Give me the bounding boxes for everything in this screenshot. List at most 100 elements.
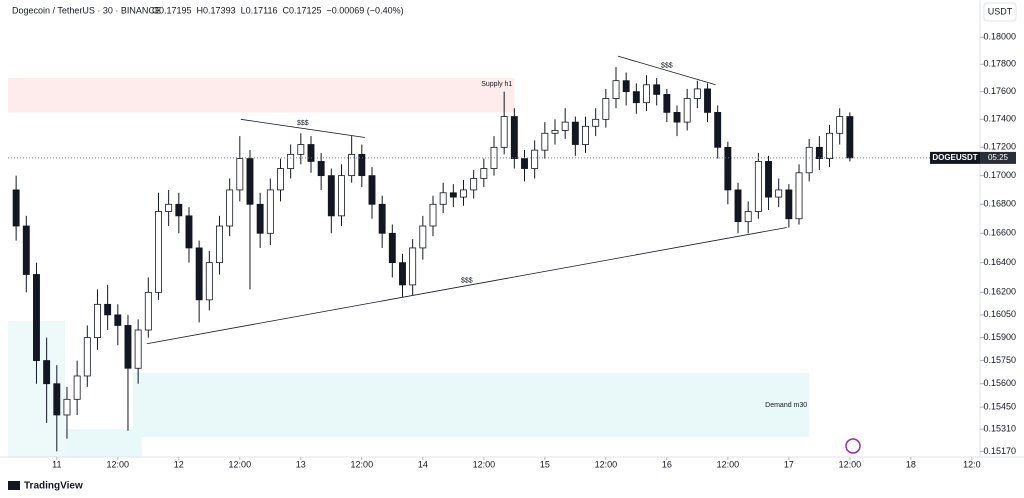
candle-body	[165, 203, 173, 212]
candle-body	[531, 149, 539, 169]
x-tick-label: 15	[540, 459, 550, 469]
currency-label[interactable]: USDT	[988, 6, 1013, 16]
candle-body	[805, 146, 813, 174]
candle-body	[216, 225, 223, 264]
candle-body	[826, 132, 833, 160]
candle-body	[83, 337, 91, 377]
x-tick-label: 12:00	[229, 459, 252, 469]
candle-body	[622, 80, 630, 93]
candle-body	[551, 130, 559, 134]
candle-body	[399, 262, 406, 286]
y-tick-label: 0.17200	[983, 142, 1016, 152]
x-tick-label: 12	[174, 459, 184, 469]
y-tick-label: 0.15900	[983, 332, 1016, 342]
y-tick-label: 0.15600	[983, 378, 1016, 388]
zone	[8, 77, 515, 113]
candle-body	[94, 303, 101, 339]
y-tick-label: 0.17000	[983, 170, 1016, 180]
candle-body	[541, 132, 549, 151]
candle-body	[307, 144, 315, 162]
candle-body	[714, 111, 722, 148]
x-tick-label: 12:00	[839, 459, 862, 469]
candle-body	[765, 161, 772, 198]
candle-body	[348, 153, 356, 177]
candle-body	[73, 375, 81, 400]
x-tick-label: 12:00	[595, 459, 618, 469]
countdown-tag	[980, 151, 1016, 164]
y-tick-label: 0.16050	[983, 309, 1016, 319]
y-tick-label: 0.17600	[983, 86, 1016, 96]
candle-body	[368, 175, 376, 205]
candle-body	[795, 172, 803, 220]
candle-body	[134, 329, 142, 369]
trend-line-label: $$$	[297, 120, 309, 127]
candle-body	[63, 398, 71, 416]
candle-body	[612, 80, 620, 99]
y-tick-label: 0.18000	[983, 32, 1016, 42]
candle-body	[33, 274, 40, 361]
last-price-symbol: DOGEUSDT	[932, 153, 977, 162]
candle-body	[388, 232, 396, 264]
candle-body	[846, 116, 854, 159]
ohlc-value: −0.00069 (−0.40%)	[327, 5, 404, 15]
countdown: 05:25	[988, 153, 1009, 162]
replay-icon[interactable]	[845, 438, 861, 454]
candle-body	[175, 203, 183, 217]
candle-body	[460, 189, 467, 198]
candle-body	[439, 192, 447, 205]
candle-body	[582, 125, 589, 145]
y-tick-label: 0.15310	[983, 424, 1016, 434]
trend-line-label: $$$	[461, 277, 473, 284]
zone-label: Demand m30	[765, 402, 807, 409]
candle-body	[744, 211, 752, 223]
candle-body	[561, 121, 569, 131]
brand: TradingView	[24, 481, 83, 492]
candle-body	[22, 225, 30, 275]
y-tick-label: 0.16800	[983, 199, 1016, 209]
candle-body	[338, 175, 345, 217]
x-tick-label: 12:0	[963, 459, 981, 469]
candle-body	[754, 161, 762, 212]
candle-body	[246, 158, 254, 205]
currency-button[interactable]	[983, 2, 1017, 22]
y-tick-label: 0.17800	[983, 59, 1016, 69]
candle-body	[673, 111, 681, 123]
candle-body	[409, 247, 417, 286]
candle-body	[287, 153, 295, 169]
x-tick-label: 12:00	[473, 459, 496, 469]
ohlc-value: L0.17116	[241, 5, 278, 15]
candle-body	[195, 247, 203, 301]
y-tick-label: 0.15170	[983, 446, 1016, 456]
candle-body	[449, 192, 457, 198]
candle-body	[297, 144, 305, 155]
ohlc-value: H0.17393	[197, 5, 236, 15]
candle-body	[185, 215, 193, 249]
x-tick-label: 12:00	[107, 459, 130, 469]
y-tick-label: 0.16400	[983, 257, 1016, 267]
zone	[64, 429, 142, 457]
x-tick-label: 18	[906, 459, 916, 469]
trend-line-label: $$$	[661, 62, 673, 69]
candle-body	[734, 189, 742, 223]
candle-body	[205, 262, 213, 301]
candle-body	[521, 158, 528, 169]
candle-body	[571, 121, 579, 145]
candle-body	[12, 189, 20, 227]
y-tick-label: 0.17400	[983, 114, 1016, 124]
candle-body	[632, 91, 640, 104]
candle-body	[704, 88, 711, 113]
x-tick-label: 14	[418, 459, 428, 469]
candle-body	[114, 314, 122, 326]
candle-body	[43, 360, 51, 385]
candle-body	[429, 203, 437, 227]
zone	[133, 372, 810, 438]
candle-body	[256, 203, 264, 234]
candle-body	[683, 98, 691, 123]
last-price-tag	[930, 151, 980, 164]
y-tick-label: 0.15750	[983, 355, 1016, 365]
trend-line	[617, 55, 716, 86]
candle-body	[104, 303, 112, 316]
x-tick-label: 12:00	[351, 459, 374, 469]
candle-body	[480, 168, 488, 179]
